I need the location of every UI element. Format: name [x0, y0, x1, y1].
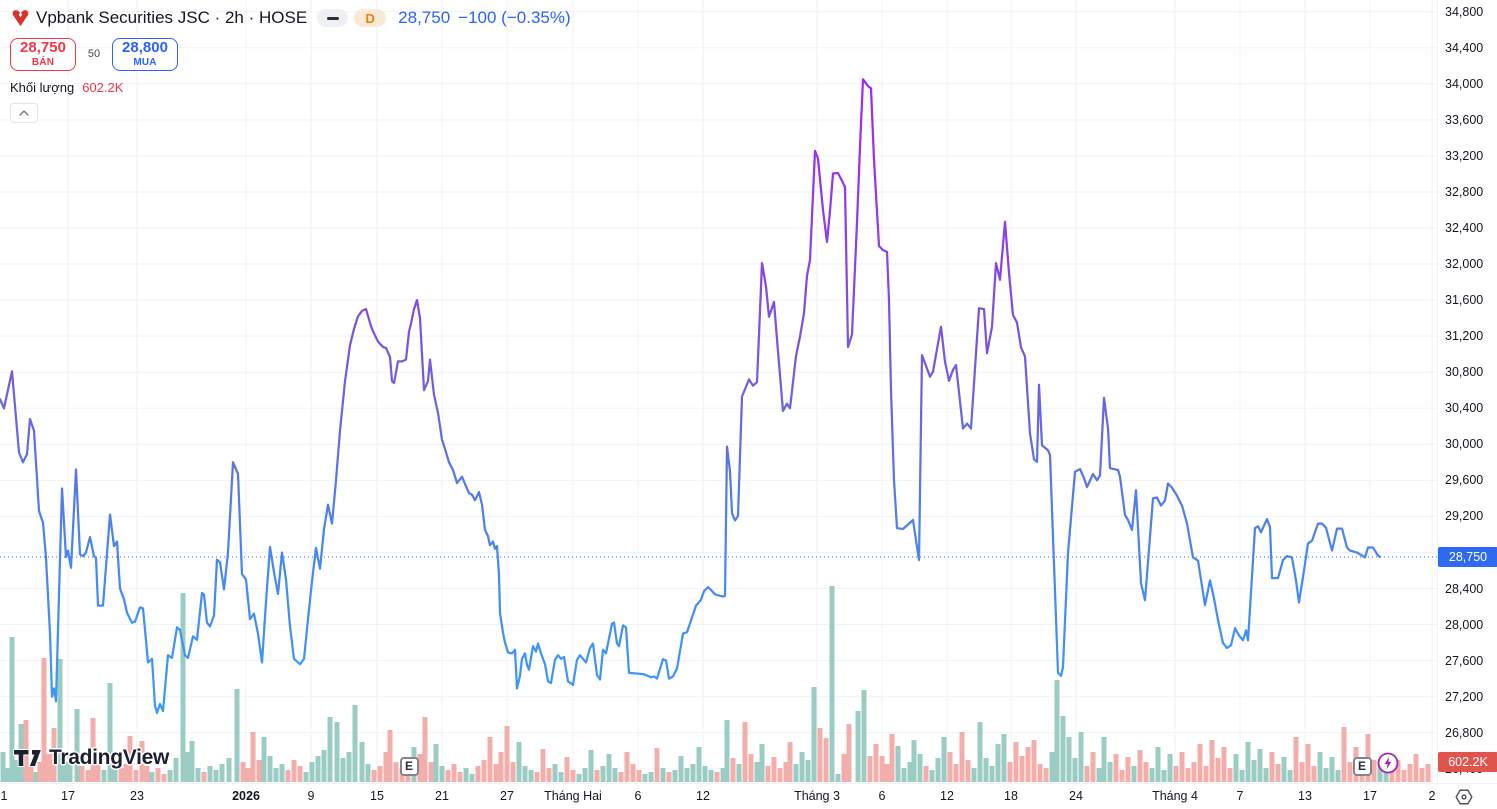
price-axis-label: 31,200: [1445, 329, 1484, 344]
time-axis-label: 9: [307, 789, 315, 803]
price-axis-label: 29,600: [1445, 473, 1484, 488]
current-price-badge: 28,750: [1438, 546, 1497, 567]
chevron-up-icon: [19, 110, 29, 116]
buy-button[interactable]: 28,800 MUA: [112, 37, 178, 71]
delayed-data-badge[interactable]: D: [354, 9, 387, 27]
collapse-pane-button[interactable]: [10, 103, 38, 123]
time-axis-label: 21: [435, 789, 449, 803]
volume-indicator-value: 602.2K: [82, 80, 124, 95]
price-axis-label: 29,200: [1445, 509, 1484, 524]
time-axis-label: 6: [634, 789, 642, 803]
price-readout: 28,750 −100 (−0.35%): [398, 8, 570, 28]
time-axis-label: 2: [1428, 789, 1436, 803]
last-price: 28,750: [398, 8, 451, 27]
buy-price: 28,800: [122, 39, 168, 57]
time-axis-label: 17: [61, 789, 75, 803]
time-axis-label: Tháng 4: [1152, 789, 1198, 803]
price-axis-label: 30,400: [1445, 401, 1484, 416]
market-status-icon: [317, 9, 349, 27]
tradingview-watermark[interactable]: TradingView: [13, 746, 169, 770]
sell-label: BÁN: [31, 56, 55, 68]
symbol-logo-icon: [12, 10, 29, 27]
price-axis-label: 28,000: [1445, 617, 1484, 632]
tradingview-logo-icon: [13, 749, 42, 767]
time-axis-label: 12: [940, 789, 954, 803]
price-axis[interactable]: 34,800 34,400 34,000 33,600 33,200 32,800 32,4…: [1437, 0, 1497, 783]
time-axis-label: 27: [500, 789, 514, 803]
time-axis-label: 23: [130, 789, 144, 803]
time-axis-label: 1: [0, 789, 8, 803]
buy-label: MUA: [133, 56, 157, 68]
chart-pane[interactable]: E E TradingView: [0, 0, 1437, 783]
tradingview-watermark-label: TradingView: [49, 746, 170, 769]
price-axis-label: 32,400: [1445, 221, 1484, 235]
price-axis-label: 26,800: [1445, 725, 1484, 740]
time-axis-label: Tháng 3: [794, 789, 840, 803]
sell-price: 28,750: [20, 39, 66, 57]
time-axis-label: 18: [1004, 789, 1018, 803]
price-axis-label: 34,800: [1445, 4, 1484, 19]
price-axis-label: 27,200: [1445, 689, 1484, 704]
price-change: −100 (−0.35%): [458, 8, 571, 27]
price-axis-label: 30,000: [1445, 437, 1484, 452]
time-axis-label: 12: [696, 789, 710, 803]
price-axis-label: 32,800: [1445, 184, 1484, 199]
time-axis-label: 7: [1236, 789, 1244, 803]
sell-button[interactable]: 28,750 BÁN: [10, 37, 76, 71]
price-axis-label: 30,800: [1445, 365, 1484, 380]
earnings-marker-icon[interactable]: E: [399, 756, 419, 776]
time-axis-label: 2026: [232, 789, 260, 803]
spread-value: 50: [87, 48, 101, 60]
volume-value-badge: 602.2K: [1438, 752, 1497, 772]
chart-legend: Vpbank Securities JSC · 2h · HOSE D 28,7…: [10, 6, 571, 123]
price-axis-label: 33,200: [1445, 148, 1484, 163]
price-axis-label: 34,400: [1445, 40, 1484, 55]
time-axis-label: 6: [878, 789, 886, 803]
price-axis-label: 27,600: [1445, 653, 1484, 668]
price-axis-label: 33,600: [1445, 112, 1484, 127]
time-axis-label: 15: [370, 789, 384, 803]
symbol-title[interactable]: Vpbank Securities JSC · 2h · HOSE: [36, 8, 308, 27]
time-axis-label: 24: [1069, 789, 1083, 803]
price-axis-label: 34,000: [1445, 76, 1484, 91]
axis-settings-gear-icon[interactable]: [1455, 789, 1473, 805]
time-axis-label: 17: [1363, 789, 1377, 803]
earnings-marker-icon[interactable]: E: [1352, 756, 1372, 776]
price-axis-label: 28,400: [1445, 581, 1484, 596]
price-axis-label: 31,600: [1445, 293, 1484, 308]
time-axis-label: 13: [1298, 789, 1312, 803]
price-axis-label: 32,000: [1445, 257, 1484, 272]
volume-indicator-label[interactable]: Khối lượng: [10, 80, 75, 95]
upcoming-earnings-icon[interactable]: [1377, 752, 1399, 774]
time-axis-label: Tháng Hai: [544, 789, 602, 803]
time-axis[interactable]: 1 17 23 2026 9 15 21 27 Tháng Hai 6 12 Tháng 3 6 12 18…: [0, 783, 1497, 809]
